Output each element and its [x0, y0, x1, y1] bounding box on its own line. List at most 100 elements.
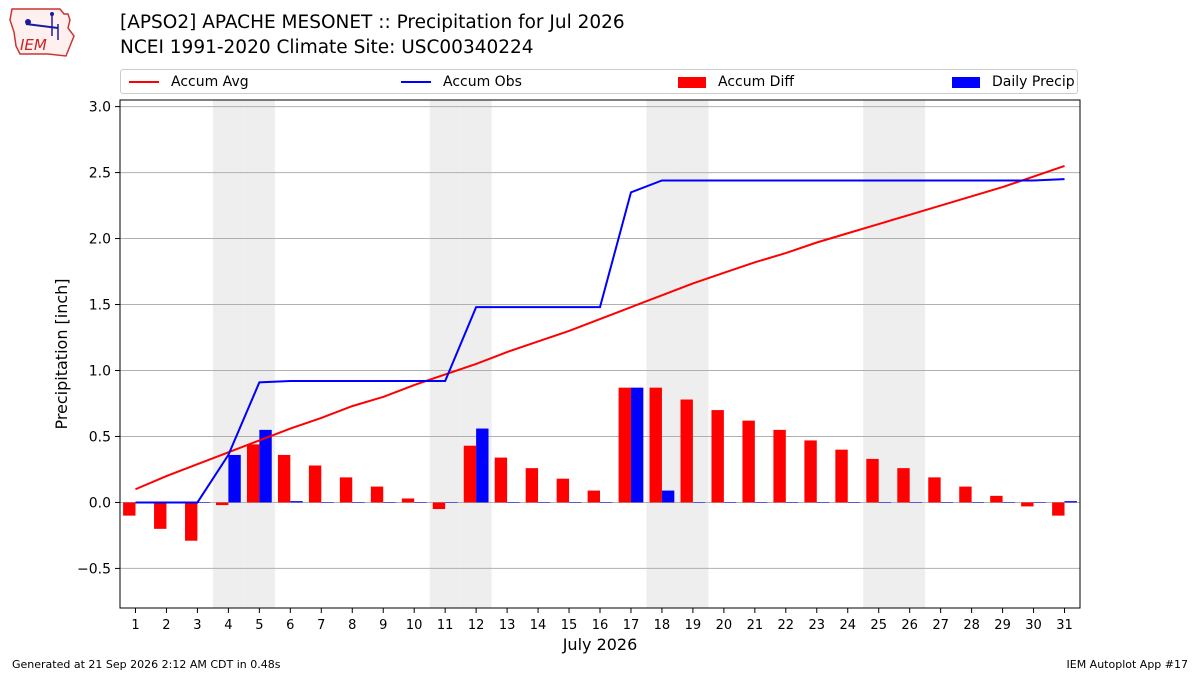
accum-diff-bar: [525, 468, 539, 503]
daily-precip-bar: [692, 502, 706, 503]
daily-precip-bar: [1002, 502, 1015, 503]
x-tick-label: 25: [870, 618, 887, 633]
y-tick-label: 2.5: [89, 166, 111, 182]
x-tick-label: 20: [716, 618, 733, 633]
x-tick-label: 19: [685, 618, 702, 633]
daily-precip-bar: [785, 502, 799, 503]
x-tick-label: 13: [499, 618, 516, 633]
daily-precip-bar: [600, 502, 613, 503]
daily-precip-bar: [878, 502, 892, 503]
weekend-band-day-26: [894, 100, 926, 608]
accum-diff-bar: [1021, 502, 1034, 507]
legend-item-daily-precip: Daily Precip: [952, 73, 1075, 91]
x-tick-label: 11: [437, 618, 454, 633]
daily-precip-bar: [971, 502, 984, 503]
daily-precip-bar: [507, 502, 520, 503]
x-tick-label: 27: [932, 618, 949, 633]
daily-precip-bar: [909, 502, 923, 503]
y-gridlines: [120, 106, 1080, 569]
x-tick-label: 14: [530, 618, 547, 633]
y-tick-label: 0.5: [89, 429, 111, 445]
x-tick-label: 30: [1025, 618, 1042, 633]
app-id: IEM Autoplot App #17: [1066, 658, 1189, 671]
x-tick-label: 24: [839, 618, 856, 633]
legend-label-accum-avg: Accum Avg: [171, 74, 249, 90]
daily-precip-bar: [847, 502, 861, 503]
accum-diff-bar: [897, 468, 910, 503]
x-tick-label: 31: [1056, 618, 1073, 633]
daily-precip-bar: [661, 490, 675, 503]
accum-diff-bar: [928, 477, 941, 503]
accum-diff-bar: [339, 477, 353, 503]
y-tick-label: 0.0: [89, 495, 111, 511]
daily-precip-bar: [754, 502, 768, 503]
accum-diff-bar: [556, 478, 570, 503]
accum-diff-bar: [123, 502, 136, 516]
accum-avg-line: [135, 165, 1065, 491]
iem-logo: IEM: [8, 6, 78, 58]
generated-timestamp: Generated at 21 Sep 2026 2:12 AM CDT in …: [12, 658, 281, 671]
chart-subtitle: NCEI 1991-2020 Climate Site: USC00340224: [120, 37, 534, 58]
daily-precip-bar: [723, 502, 737, 503]
x-tick-label: 1: [131, 618, 139, 633]
accum-diff-bar: [401, 498, 415, 503]
weekend-band-day-4: [212, 100, 244, 608]
daily-precip-bar: [630, 387, 644, 503]
weekend-band-day-19: [677, 100, 709, 608]
x-tick-label: 12: [468, 618, 485, 633]
chart-title: [APSO2] APACHE MESONET :: Precipitation …: [120, 12, 625, 33]
accum-diff-bar: [959, 486, 972, 503]
daily-precip-bar: [940, 502, 954, 503]
legend-swatch-accum-obs: [401, 81, 431, 83]
lines: [135, 165, 1065, 504]
y-tick-label: −0.5: [77, 561, 111, 577]
weekend-band-day-12: [460, 100, 492, 608]
x-tick-label: 10: [406, 618, 423, 633]
daily-precip-bar: [259, 429, 272, 503]
daily-precip-bar: [383, 502, 396, 503]
x-tick-label: 17: [623, 618, 640, 633]
x-tick-label: 9: [379, 618, 387, 633]
x-tick-label: 28: [963, 618, 980, 633]
accum-diff-bar: [370, 486, 384, 503]
accum-diff-bar: [835, 449, 848, 503]
x-tick-label: 4: [224, 618, 232, 633]
x-tick-label: 6: [286, 618, 294, 633]
x-tick-label: 15: [561, 618, 578, 633]
daily-precip-bar: [538, 502, 551, 503]
accum-diff-bar: [308, 465, 322, 503]
daily-precip-bar: [352, 502, 365, 503]
x-tick-label: 5: [255, 618, 263, 633]
weekend-band-day-25: [863, 100, 895, 608]
daily-precip-bar: [569, 502, 582, 503]
y-tick-label: 2.0: [89, 232, 111, 248]
daily-precip-bar: [445, 502, 458, 503]
daily-precip-bar: [476, 428, 489, 503]
daily-precip-bar: [228, 454, 241, 503]
legend: Accum Avg Accum Obs Accum Diff Daily Pre…: [120, 69, 1078, 94]
legend-swatch-daily-precip: [952, 76, 980, 88]
x-axis-label: July 2026: [562, 635, 638, 654]
x-tick-label: 2: [162, 618, 170, 633]
weekend-band-day-18: [646, 100, 678, 608]
x-tick-label: 21: [747, 618, 764, 633]
daily-precip-bar: [197, 502, 210, 503]
legend-label-accum-diff: Accum Diff: [718, 74, 795, 90]
daily-precip-bar: [321, 502, 334, 503]
y-axis-ticks: −0.5 0.0 0.5 1.0 1.5 2.0 2.5 3.0: [77, 100, 120, 577]
y-tick-label: 1.5: [89, 298, 111, 314]
accum-diff-bar: [742, 420, 755, 503]
y-tick-label: 3.0: [89, 100, 111, 116]
logo-text: IEM: [20, 36, 47, 54]
accum-obs-line: [135, 178, 1065, 504]
legend-swatch-accum-diff: [678, 76, 706, 88]
x-tick-label: 29: [994, 618, 1011, 633]
legend-label-accum-obs: Accum Obs: [443, 74, 522, 90]
accum-diff-bar: [246, 444, 260, 503]
legend-swatch-accum-avg: [129, 81, 159, 83]
x-tick-label: 18: [654, 618, 671, 633]
y-tick-label: 1.0: [89, 363, 111, 379]
bars: [123, 387, 1077, 541]
x-tick-label: 23: [809, 618, 826, 633]
